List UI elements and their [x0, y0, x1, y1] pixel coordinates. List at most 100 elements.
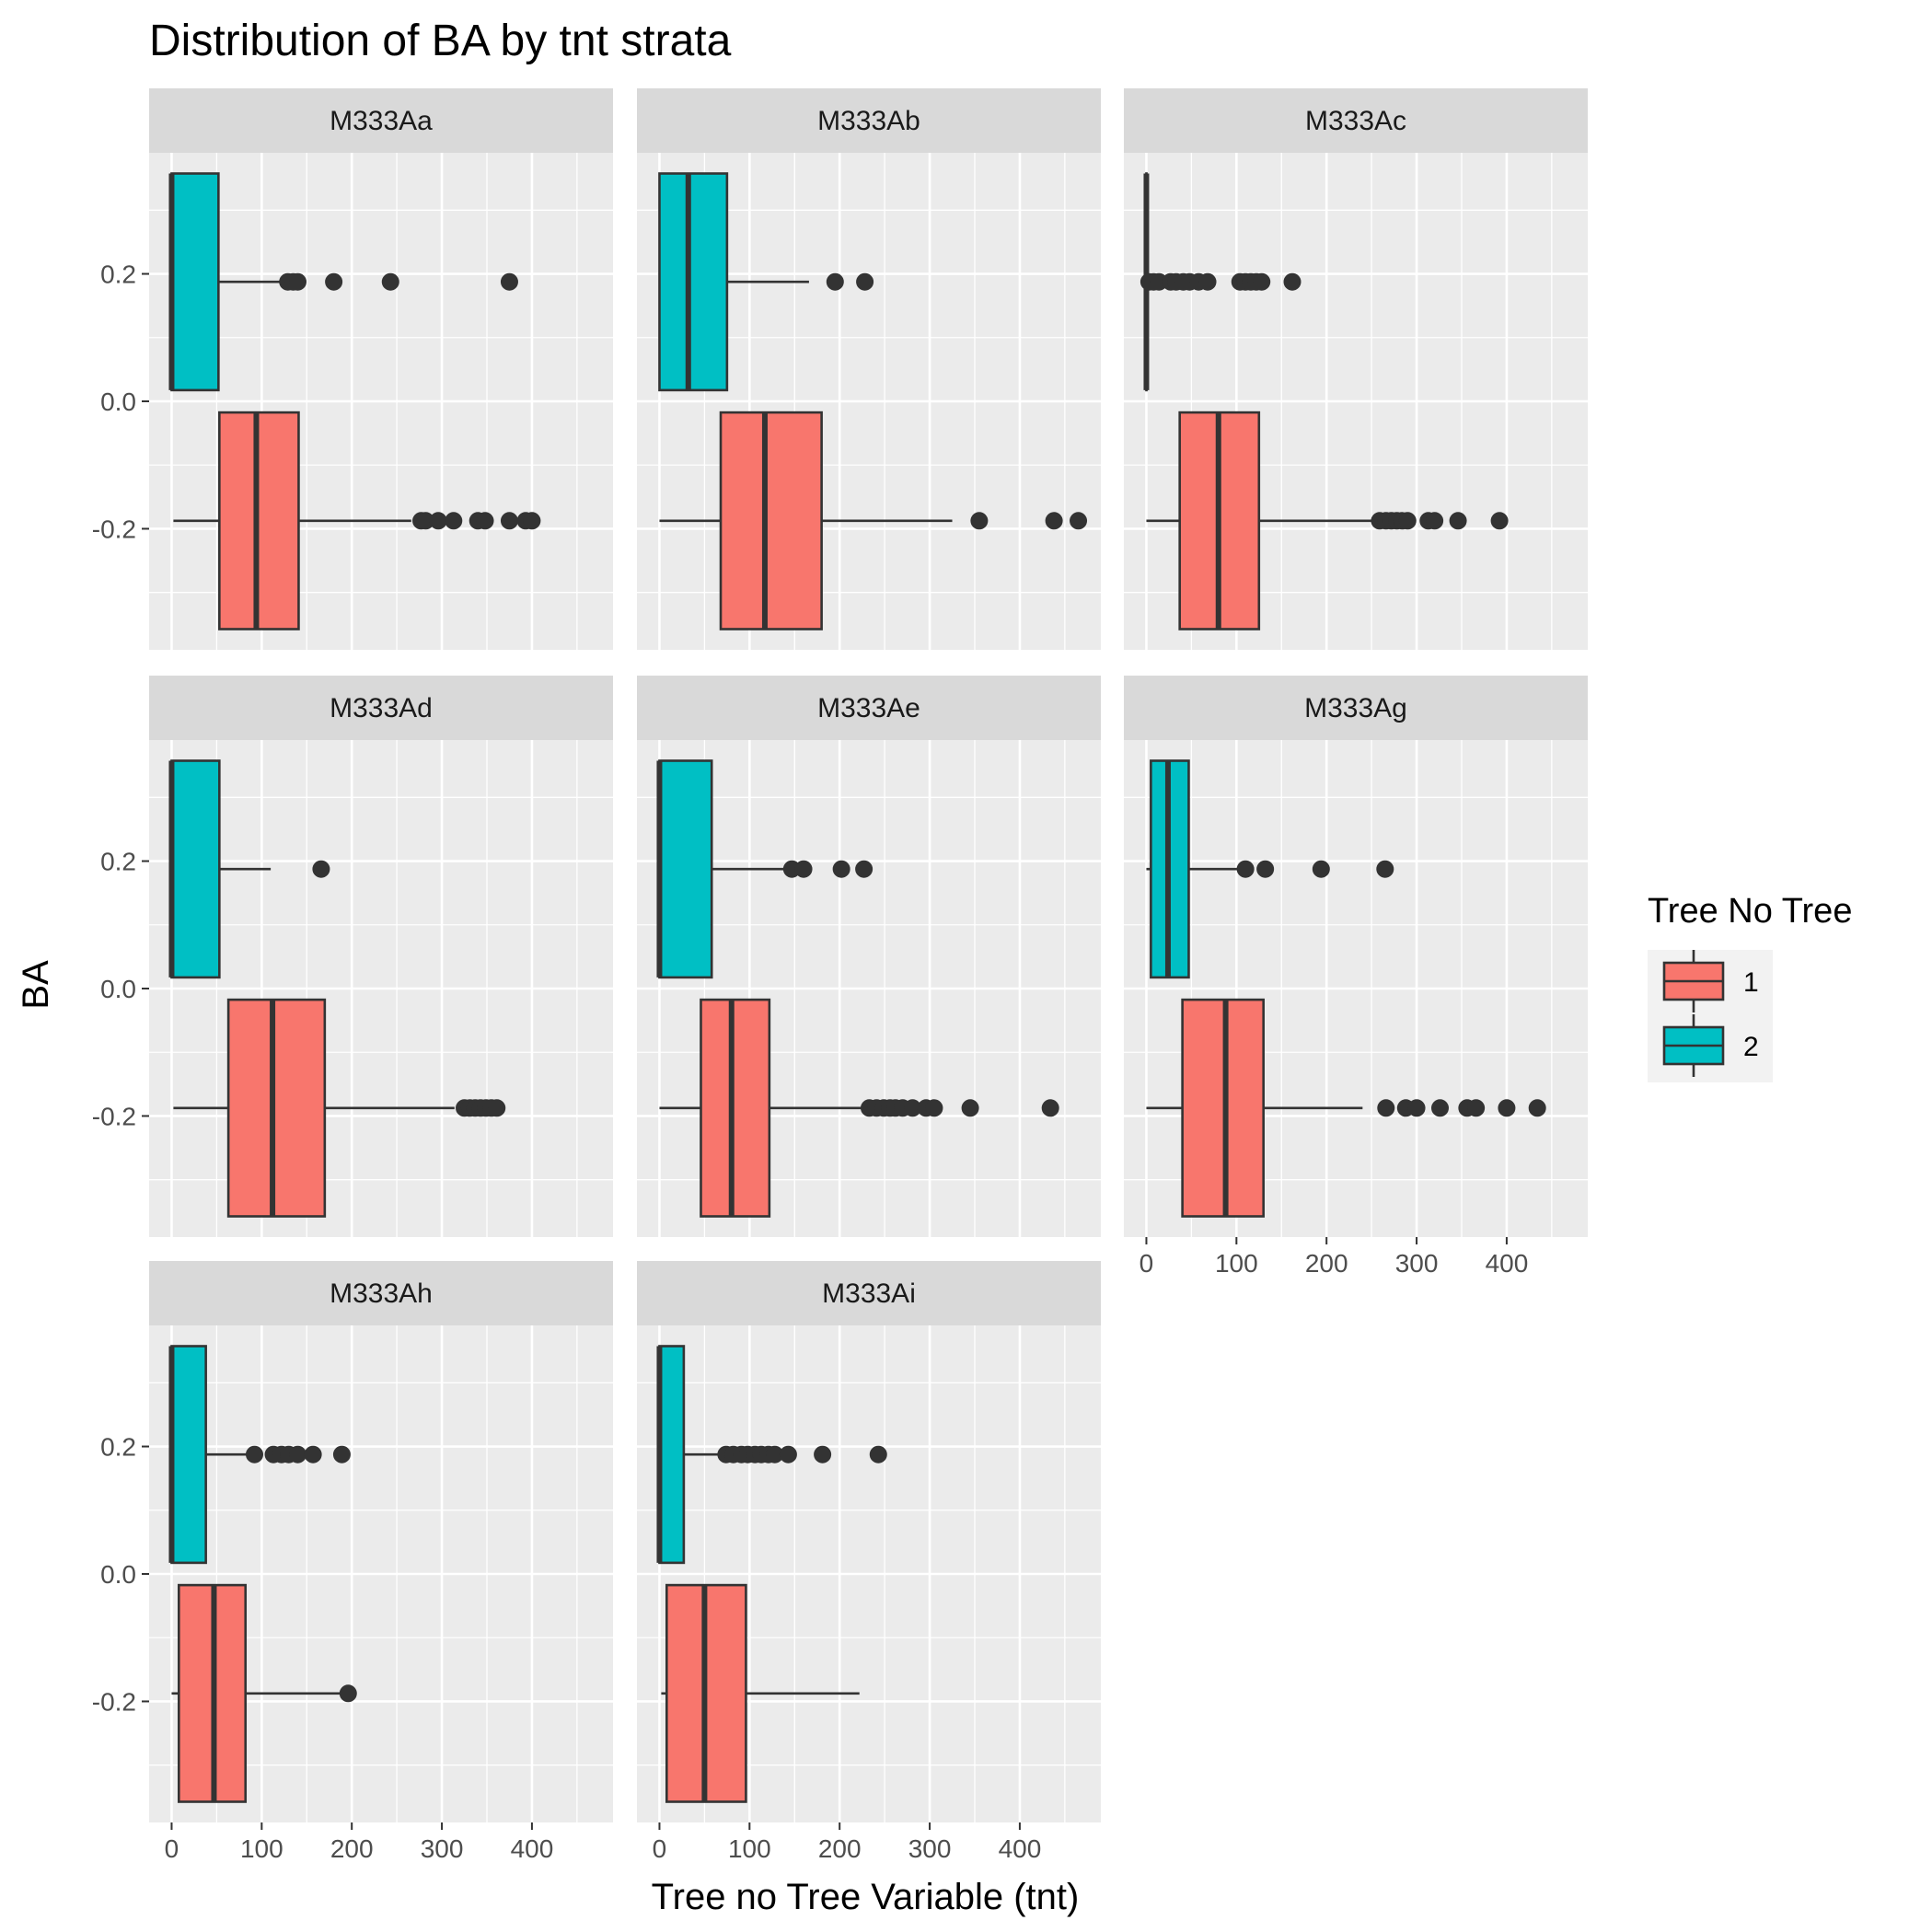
box-group-2 [656, 759, 873, 979]
facet-strip-label: M333Ai [822, 1278, 916, 1309]
outlier-point [1236, 860, 1255, 878]
box-group-2 [656, 1345, 887, 1565]
outlier-point [1467, 1099, 1486, 1117]
box-group-1 [173, 411, 541, 631]
outlier-point [1070, 512, 1088, 530]
facet-strip [637, 88, 1101, 153]
facet-strip [1124, 676, 1588, 740]
outlier-point [1449, 512, 1467, 530]
facet-M333Ag: M333Ag 0 100 200 300 400 [1124, 676, 1588, 1278]
outlier-point [1431, 1099, 1450, 1117]
outlier-point [1528, 1099, 1546, 1117]
box-group-1 [661, 1583, 860, 1803]
legend: Tree No Tree 1 2 [1648, 892, 1852, 1082]
outlier-point [1198, 272, 1217, 291]
outlier-point [332, 1445, 351, 1463]
outlier-point [523, 512, 541, 530]
box-group-1 [659, 411, 1088, 631]
outlier-point [832, 860, 850, 878]
x-tick-label: 0 [1140, 1249, 1154, 1278]
x-tick-label: 200 [330, 1834, 374, 1863]
box-iqr [658, 759, 713, 979]
box-group-1 [173, 998, 506, 1218]
facet-strip [149, 676, 613, 740]
y-tick-label: 0.2 [100, 260, 136, 289]
outlier-point [826, 272, 844, 291]
legend-label: 1 [1743, 967, 1759, 998]
facet-strip-label: M333Ac [1305, 106, 1406, 136]
box-group-2 [1146, 759, 1394, 979]
outlier-point [779, 1445, 797, 1463]
x-tick-label: 400 [999, 1834, 1042, 1863]
outlier-point [288, 272, 307, 291]
y-tick-label: 0.2 [100, 1433, 136, 1462]
x-axis-title: Tree no Tree Variable (tnt) [652, 1877, 1080, 1917]
outlier-point [1490, 512, 1509, 530]
y-axis-title: BA [16, 960, 56, 1010]
box-group-1 [659, 998, 1059, 1218]
outlier-point [869, 1445, 887, 1463]
x-tick-label: 400 [511, 1834, 554, 1863]
box-group-1 [1146, 998, 1546, 1218]
box-iqr [700, 998, 771, 1218]
facet-M333Ai: M333Ai 0 100 200 300 400 [637, 1261, 1101, 1863]
outlier-point [1283, 272, 1301, 291]
outlier-point [381, 272, 399, 291]
outlier-point [903, 1099, 921, 1117]
outlier-point [476, 512, 494, 530]
box-group-2 [168, 172, 518, 392]
box-group-2 [168, 759, 330, 979]
x-tick-label: 300 [421, 1834, 464, 1863]
box-group-1 [1146, 411, 1509, 631]
box-iqr [170, 759, 221, 979]
outlier-point [312, 860, 330, 878]
outlier-point [1045, 512, 1063, 530]
y-tick-label: 0.0 [100, 388, 136, 416]
x-tick-label: 0 [165, 1834, 179, 1863]
box-iqr [658, 172, 729, 392]
facet-strip [637, 676, 1101, 740]
x-tick-label: 0 [653, 1834, 667, 1863]
box-group-2 [168, 1345, 351, 1565]
box-iqr [658, 1345, 686, 1565]
box-iqr [226, 998, 327, 1218]
facet-strip-label: M333Ab [817, 106, 920, 136]
outlier-point [1376, 860, 1394, 878]
box-group-2 [658, 172, 874, 392]
facet-strip-label: M333Ad [330, 693, 433, 723]
legend-entry-1: 1 [1662, 950, 1759, 1012]
facet-strip-label: M333Ah [330, 1278, 433, 1309]
outlier-point [488, 1099, 506, 1117]
outlier-point [500, 272, 518, 291]
x-tick-label: 300 [908, 1834, 952, 1863]
outlier-point [794, 860, 813, 878]
outlier-point [814, 1445, 832, 1463]
outlier-point [339, 1684, 357, 1703]
facet-strip [637, 1261, 1101, 1325]
outlier-point [500, 512, 518, 530]
outlier-point [445, 512, 463, 530]
facet-strip-label: M333Ag [1304, 693, 1407, 723]
y-tick-label: 0.0 [100, 1560, 136, 1589]
x-tick-label: 200 [818, 1834, 862, 1863]
facet-strip-label: M333Aa [330, 106, 433, 136]
outlier-point [288, 1445, 307, 1463]
outlier-point [1041, 1099, 1059, 1117]
x-tick-label: 400 [1486, 1249, 1529, 1278]
outlier-point [1256, 860, 1275, 878]
outlier-point [970, 512, 989, 530]
facet-strip-label: M333Ae [817, 693, 920, 723]
outlier-point [1377, 1099, 1395, 1117]
outlier-point [429, 512, 447, 530]
outlier-point [1426, 512, 1444, 530]
outlier-point [855, 860, 873, 878]
x-tick-label: 100 [1215, 1249, 1258, 1278]
legend-entry-2: 2 [1662, 1014, 1759, 1077]
y-tick-label: -0.2 [92, 515, 136, 543]
facet-M333Ae: M333Ae [637, 676, 1101, 1237]
outlier-point [1253, 272, 1271, 291]
facet-M333Ah: M333Ah -0.2 0.0 0.2 0 100 200 300 400 [92, 1261, 613, 1863]
outlier-point [1398, 512, 1417, 530]
facet-M333Aa: M333Aa -0.2 0.0 0.2 [92, 88, 613, 650]
y-tick-label: -0.2 [92, 1102, 136, 1130]
